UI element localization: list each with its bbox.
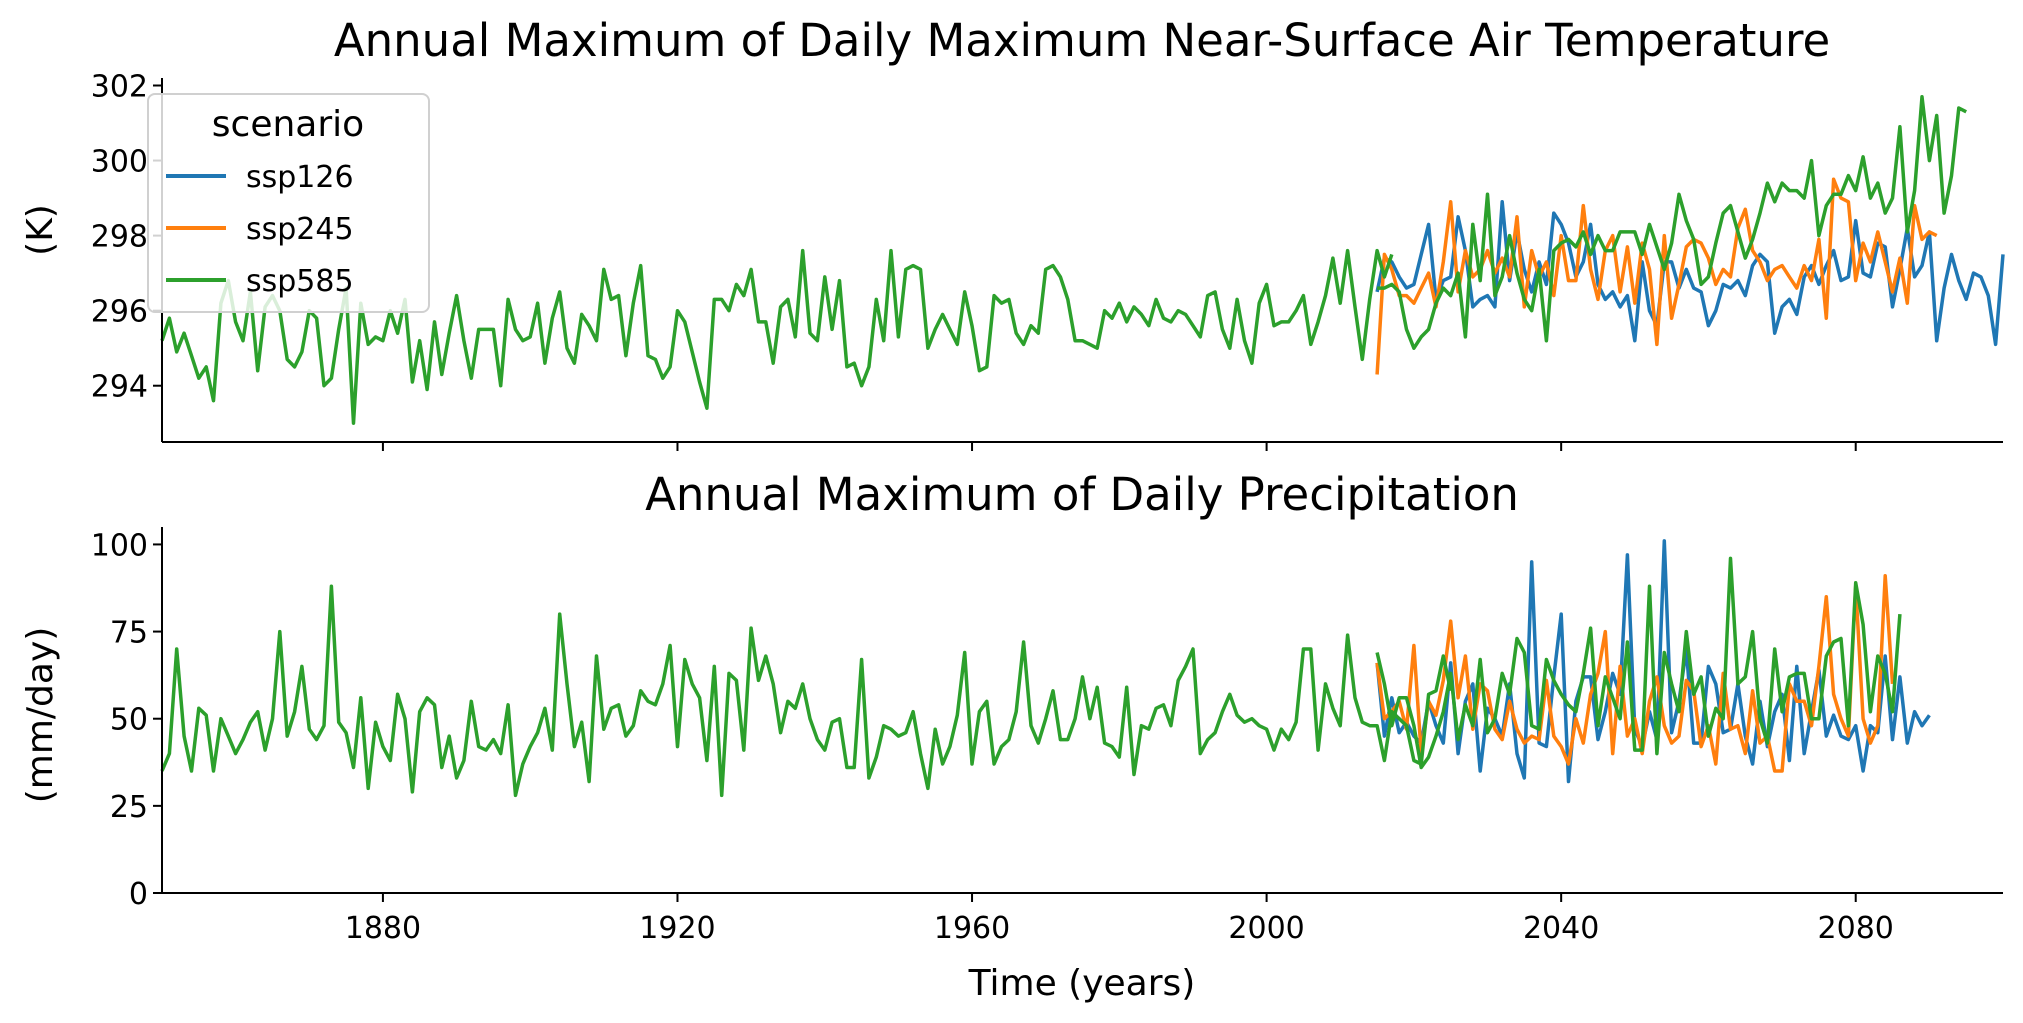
- axes-precipitation: [161, 527, 2003, 894]
- x-tick-label: 2000: [1228, 911, 1304, 946]
- legend-label-ssp585: ssp585: [246, 264, 354, 299]
- y-axis-label-temperature: (K): [20, 204, 61, 256]
- series-line-historical-1: [160, 584, 1453, 798]
- panel-title-temperature: Annual Maximum of Daily Maximum Near-Sur…: [334, 14, 1830, 67]
- y-tick-label: 300: [91, 145, 148, 180]
- y-tick-label: 296: [91, 295, 148, 330]
- axes-temperature: [161, 78, 2003, 443]
- x-tick-label: 2080: [1818, 911, 1894, 946]
- series-line-ssp245-0: [1375, 177, 1938, 375]
- panel-title-precipitation: Annual Maximum of Daily Precipitation: [645, 468, 1519, 521]
- legend-label-ssp245: ssp245: [246, 212, 354, 247]
- legend-title: scenario: [212, 104, 364, 145]
- y-axis-label-precipitation: (mm/day): [20, 627, 61, 804]
- legend-box: [147, 93, 430, 313]
- x-axis-label: Time (years): [968, 963, 1196, 1004]
- y-tick-label: 75: [110, 616, 148, 651]
- legend: scenario ssp126 ssp245 ssp585: [147, 93, 430, 313]
- series-line-ssp245-1: [1375, 574, 1895, 773]
- y-tick-label: 50: [110, 703, 148, 738]
- series-lines-precipitation: [160, 539, 1931, 798]
- x-tick-label: 1960: [934, 911, 1010, 946]
- series-line-ssp126-0: [1375, 200, 2005, 347]
- x-tick-label: 1880: [345, 911, 421, 946]
- ticks-temperature: 294 296 298 300 302: [91, 70, 1857, 451]
- series-line-ssp585-1: [1375, 556, 1902, 770]
- y-tick-label: 100: [91, 528, 148, 563]
- x-tick-label: 2040: [1523, 911, 1599, 946]
- ticks-precipitation: 0 25 50 75 100 1880 1920 1960 2000 2040 2080: [91, 528, 1894, 946]
- series-line-ssp585-0: [1377, 95, 1967, 350]
- series-lines-temperature: [160, 95, 2005, 425]
- y-tick-label: 25: [110, 790, 148, 825]
- series-line-historical-0: [160, 248, 1394, 425]
- panel-precipitation: Annual Maximum of Daily Precipitation (m…: [20, 468, 2003, 1004]
- y-tick-label: 298: [91, 220, 148, 255]
- y-tick-label: 302: [91, 70, 148, 105]
- y-tick-label: 294: [91, 370, 148, 405]
- x-tick-label: 1920: [639, 911, 715, 946]
- y-tick-label: 0: [129, 877, 148, 912]
- legend-label-ssp126: ssp126: [246, 160, 354, 195]
- panel-temperature: Annual Maximum of Daily Maximum Near-Sur…: [20, 14, 2005, 451]
